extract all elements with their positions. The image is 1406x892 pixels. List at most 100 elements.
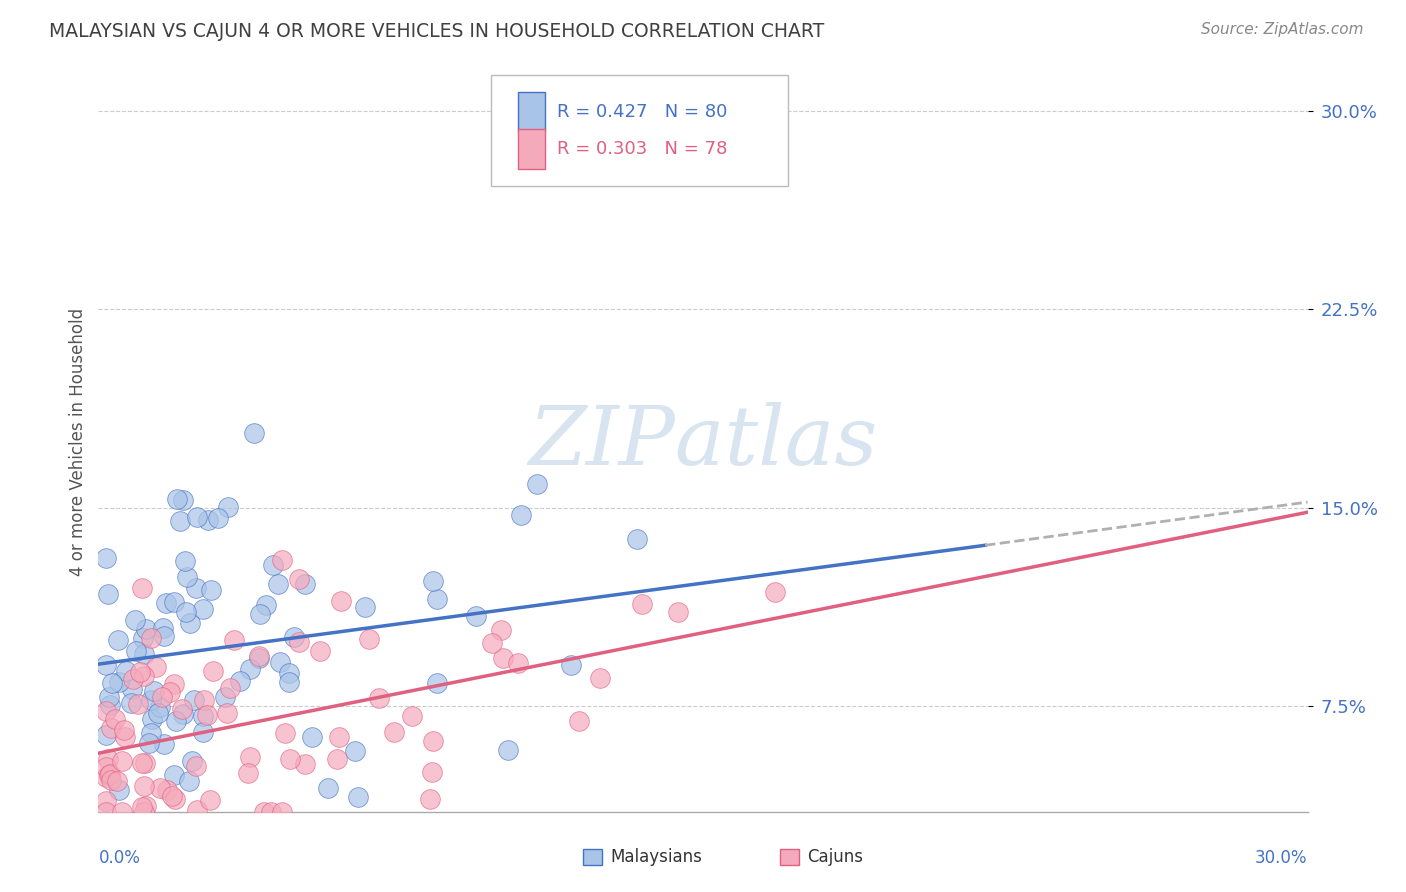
Point — [135, 623, 157, 637]
Point — [96, 550, 118, 565]
Point — [278, 665, 301, 680]
Point — [107, 633, 129, 648]
Point — [152, 621, 174, 635]
Point — [98, 698, 121, 712]
Point — [278, 752, 301, 766]
Point — [274, 726, 297, 740]
Point — [239, 749, 262, 764]
Point — [191, 709, 214, 723]
Point — [316, 781, 339, 796]
Text: MALAYSIAN VS CAJUN 4 OR MORE VEHICLES IN HOUSEHOLD CORRELATION CHART: MALAYSIAN VS CAJUN 4 OR MORE VEHICLES IN… — [49, 22, 824, 41]
Point — [163, 677, 186, 691]
Point — [256, 598, 278, 612]
Point — [152, 629, 174, 643]
Point — [172, 706, 194, 721]
Point — [111, 805, 134, 819]
Point — [207, 511, 229, 525]
Point — [217, 500, 239, 514]
Point — [347, 790, 370, 805]
Text: ZIP​atlas: ZIP​atlas — [529, 401, 877, 482]
Y-axis label: 4 or more Vehicles in Household: 4 or more Vehicles in Household — [69, 308, 87, 575]
Point — [422, 733, 444, 747]
Text: Source: ZipAtlas.com: Source: ZipAtlas.com — [1201, 22, 1364, 37]
Point — [155, 595, 177, 609]
Point — [141, 712, 163, 726]
Point — [186, 509, 208, 524]
Point — [238, 663, 260, 677]
Point — [200, 582, 222, 597]
Point — [329, 594, 352, 608]
Point — [382, 724, 405, 739]
Point — [236, 766, 259, 780]
Point — [128, 665, 150, 679]
FancyBboxPatch shape — [517, 128, 544, 169]
Point — [132, 647, 155, 661]
Point — [96, 760, 118, 774]
Point — [666, 606, 689, 620]
Point — [271, 805, 294, 819]
Point — [326, 752, 349, 766]
Point — [165, 714, 187, 728]
Point — [132, 779, 155, 793]
Point — [98, 767, 121, 781]
Point — [229, 674, 252, 689]
Point — [419, 791, 441, 805]
Point — [97, 587, 120, 601]
Point — [179, 615, 201, 630]
Point — [243, 425, 266, 440]
Point — [344, 744, 367, 758]
Point — [308, 644, 330, 658]
Point — [166, 491, 188, 506]
Point — [139, 631, 162, 645]
Point — [288, 634, 311, 648]
Text: 30.0%: 30.0% — [1256, 849, 1308, 867]
Point — [195, 708, 218, 723]
Point — [132, 805, 155, 819]
Point — [131, 756, 153, 770]
Point — [420, 765, 443, 780]
Point — [197, 513, 219, 527]
Point — [159, 685, 181, 699]
Point — [186, 581, 208, 595]
Point — [426, 591, 449, 606]
Point — [156, 783, 179, 797]
Text: 0.0%: 0.0% — [98, 849, 141, 867]
Point — [191, 725, 214, 739]
Point — [153, 737, 176, 751]
Point — [163, 595, 186, 609]
Point — [328, 730, 350, 744]
Point — [271, 553, 294, 567]
Text: R = 0.303   N = 78: R = 0.303 N = 78 — [557, 140, 727, 158]
Point — [266, 576, 288, 591]
Point — [139, 725, 162, 739]
Point — [100, 721, 122, 735]
Point — [135, 798, 157, 813]
Point — [763, 584, 786, 599]
Point — [214, 690, 236, 704]
Point — [173, 492, 195, 507]
Point — [150, 690, 173, 704]
Point — [169, 514, 191, 528]
Point — [96, 728, 118, 742]
Point — [481, 636, 503, 650]
Point — [253, 805, 276, 819]
Point — [139, 693, 162, 707]
Point — [401, 709, 423, 723]
Point — [492, 650, 515, 665]
Point — [181, 754, 204, 768]
Point — [96, 770, 118, 784]
Point — [631, 597, 654, 611]
Point — [131, 799, 153, 814]
Text: R = 0.427   N = 80: R = 0.427 N = 80 — [557, 103, 727, 121]
Point — [146, 706, 169, 720]
Point — [560, 657, 582, 672]
Point — [111, 754, 134, 768]
Point — [121, 682, 143, 697]
Point — [104, 712, 127, 726]
Point — [96, 805, 118, 819]
Point — [115, 664, 138, 678]
Point — [145, 660, 167, 674]
Point — [294, 756, 316, 771]
Point — [184, 758, 207, 772]
Point — [247, 648, 270, 663]
